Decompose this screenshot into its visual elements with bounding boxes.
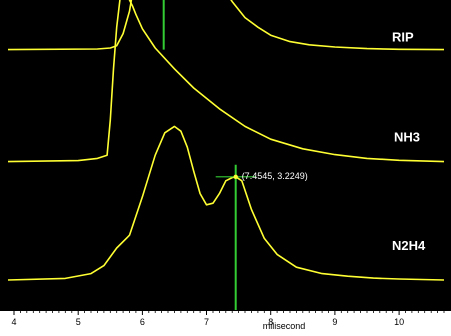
- trace-label-rip: RIP: [392, 30, 414, 45]
- x-tick-label: 9: [332, 317, 337, 327]
- x-tick-label: 6: [140, 317, 145, 327]
- x-tick-label: 4: [11, 317, 16, 327]
- trace-nh3: [7, 0, 445, 163]
- plot-background: [0, 0, 451, 310]
- x-tick-label: 7: [204, 317, 209, 327]
- axis-strip: [0, 310, 451, 331]
- ticks-layer: 4 5 6 7 8 9 10: [11, 310, 445, 327]
- trace-label-n2h4: N2H4: [392, 238, 426, 253]
- x-tick-label: 8: [268, 317, 273, 327]
- cursor-readout-n2h4: (7.4545, 3.2249): [242, 171, 308, 181]
- x-tick-label: 5: [76, 317, 81, 327]
- trace-label-nh3: NH3: [394, 130, 420, 145]
- x-axis-title: milisecond: [263, 321, 306, 331]
- trace-n2h4: [7, 125, 445, 281]
- cursor-point-n2h4: [233, 174, 238, 179]
- x-tick-label: 10: [394, 317, 404, 327]
- trace-rip: [7, 0, 445, 51]
